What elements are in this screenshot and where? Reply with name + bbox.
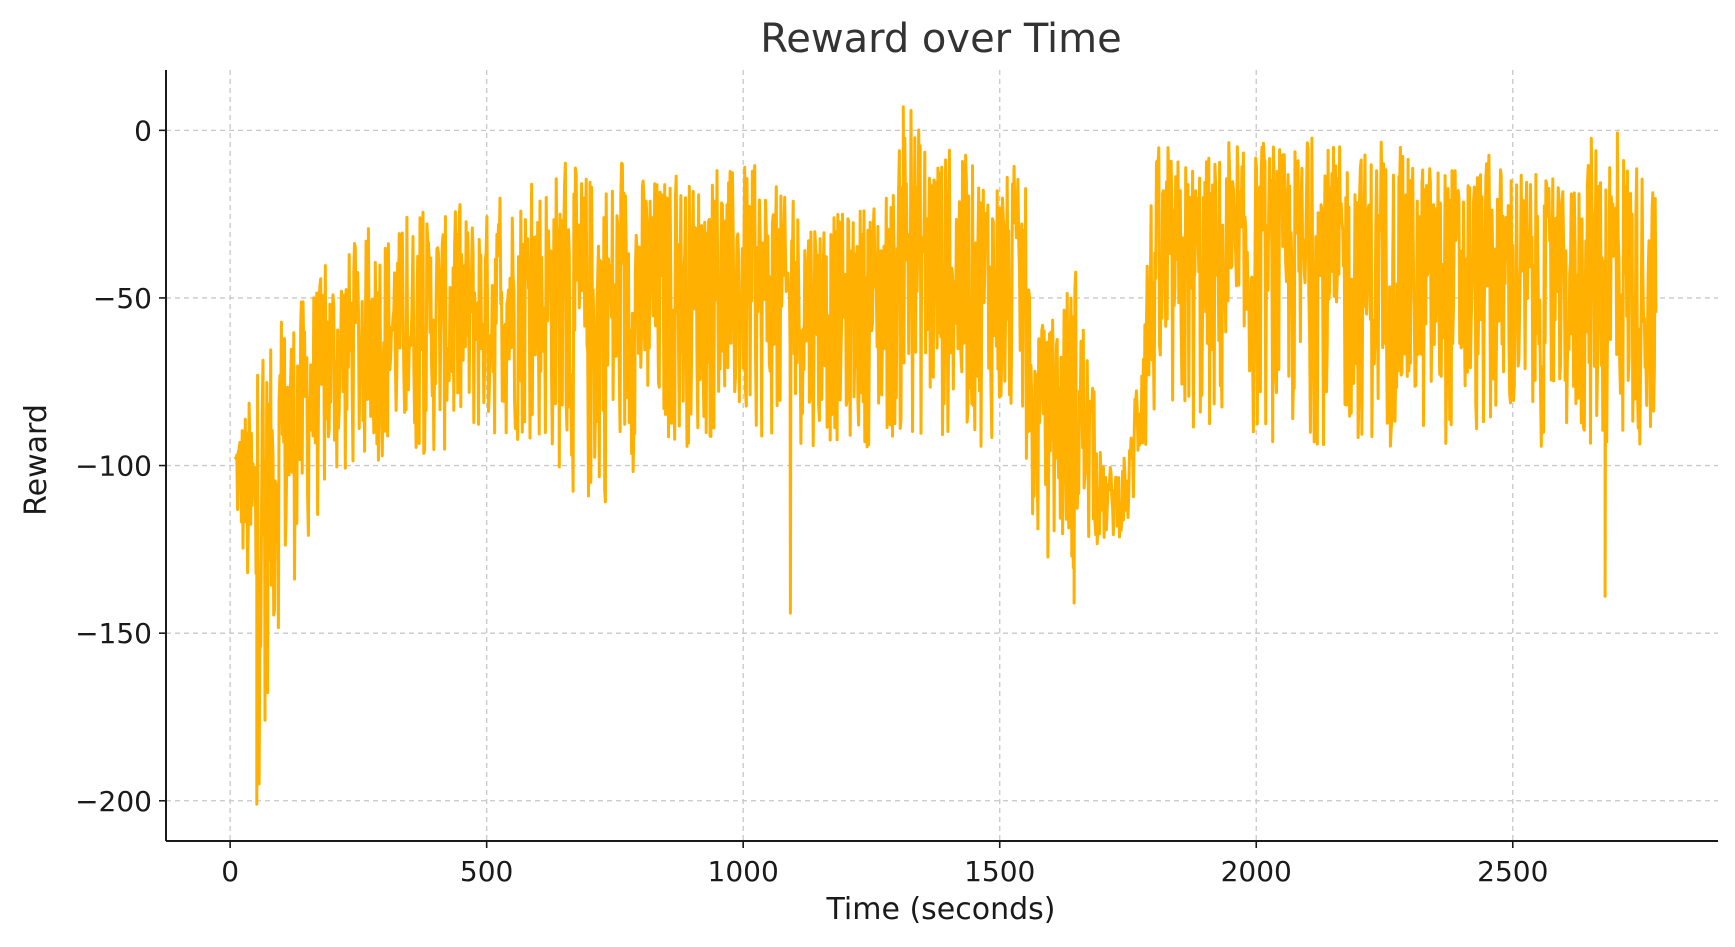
reward-series-line <box>233 105 1658 806</box>
y-tick-label: −200 <box>75 785 152 818</box>
chart-title: Reward over Time <box>760 16 1121 62</box>
x-tick-label: 500 <box>460 855 513 888</box>
y-axis-title: Reward <box>19 404 54 516</box>
x-tick-label: 1000 <box>708 855 779 888</box>
ticks-layer: 0 500 1000 1500 2000 2500 0 −50 −100 −150 −200 <box>75 114 1548 888</box>
x-tick-label: 2000 <box>1221 855 1292 888</box>
y-tick-label: −50 <box>93 282 152 315</box>
y-tick-label: 0 <box>134 114 152 147</box>
series-layer <box>233 105 1658 806</box>
axes-layer <box>165 70 1718 842</box>
y-tick-label: −100 <box>75 450 152 483</box>
x-tick-label: 0 <box>221 855 239 888</box>
y-tick-label: −150 <box>75 617 152 650</box>
x-tick-label: 1500 <box>964 855 1035 888</box>
x-axis-title: Time (seconds) <box>826 892 1056 927</box>
x-tick-label: 2500 <box>1477 855 1548 888</box>
